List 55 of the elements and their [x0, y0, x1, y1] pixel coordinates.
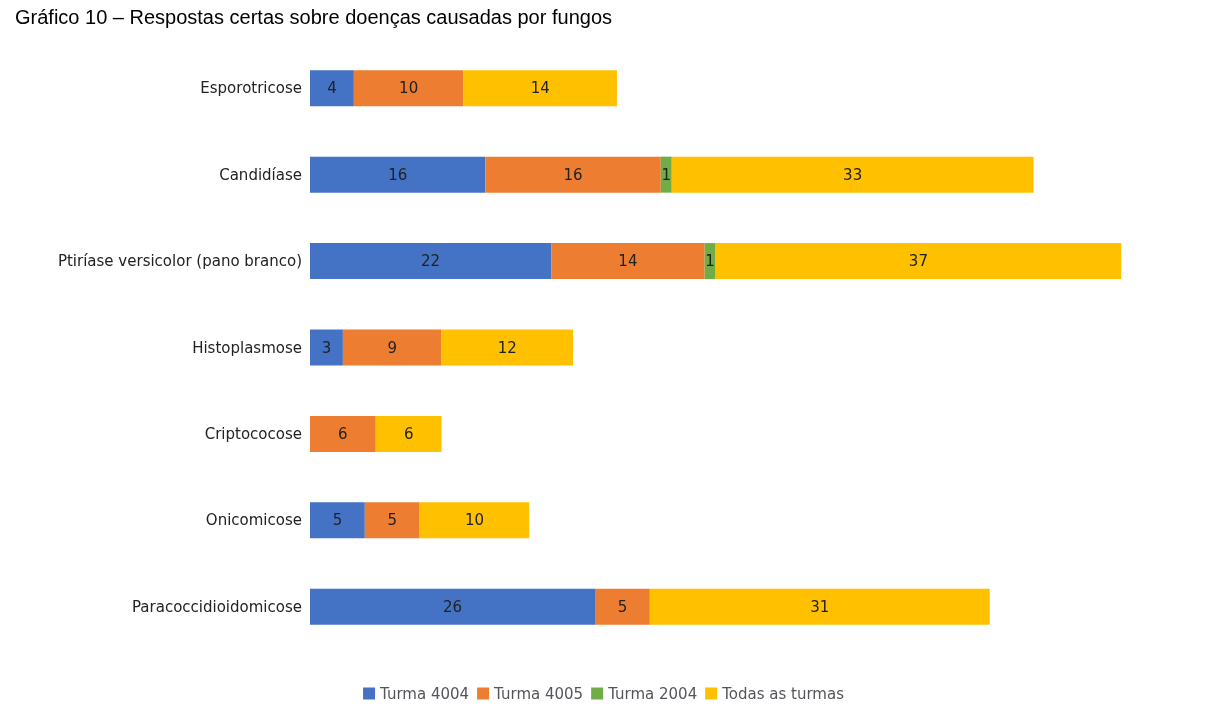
bar — [310, 502, 365, 539]
bar — [671, 156, 1034, 193]
data-label: 6 — [403, 424, 414, 443]
y-tick-label: Histoplasmose — [192, 338, 302, 357]
chart-title: Gráfico 10 – Respostas certas sobre doenças causadas por fungos — [15, 6, 613, 28]
bar — [310, 415, 376, 452]
data-label: 37 — [908, 252, 928, 271]
bar — [595, 588, 650, 625]
data-label: 6 — [338, 424, 348, 443]
data-label: 5 — [332, 511, 343, 530]
bar — [715, 243, 1122, 280]
data-label: 1 — [661, 165, 672, 184]
bar — [342, 329, 442, 366]
bar — [649, 588, 990, 625]
y-tick-label: Candidíase — [219, 165, 302, 184]
data-label: 10 — [464, 511, 484, 530]
bar — [463, 70, 617, 107]
data-label: 10 — [399, 79, 419, 98]
y-tick-label: Criptococose — [204, 424, 302, 443]
data-label: 9 — [387, 338, 397, 357]
bar — [353, 70, 464, 107]
data-label: 26 — [442, 597, 463, 616]
y-tick-label: Esporotricose — [200, 79, 302, 98]
data-label: 16 — [388, 165, 408, 184]
y-tick-label: Ptiríase versicolor (pano branco) — [57, 252, 302, 271]
data-label: 14 — [618, 252, 638, 271]
data-label: 22 — [421, 252, 441, 271]
data-label: 5 — [387, 511, 397, 530]
bar — [419, 502, 530, 539]
data-label: 1 — [705, 252, 715, 271]
data-label: 33 — [843, 165, 863, 184]
data-label: 5 — [617, 597, 628, 616]
legend-label: Turma 2004 — [607, 684, 698, 703]
bar — [310, 588, 596, 625]
data-label: 4 — [327, 79, 337, 98]
bar — [485, 156, 661, 193]
bar — [704, 243, 716, 280]
legend-label: Turma 4004 — [379, 684, 470, 703]
data-label: 31 — [810, 597, 830, 616]
data-label: 16 — [563, 165, 583, 184]
bar — [310, 156, 486, 193]
data-label: 12 — [497, 338, 517, 357]
bar — [310, 329, 343, 366]
bar — [310, 243, 552, 280]
legend-label: Todas as turmas — [721, 684, 845, 703]
data-label: 14 — [530, 79, 550, 98]
bar — [441, 329, 574, 366]
y-tick-label: Onicomicose — [205, 511, 302, 530]
bar — [375, 415, 442, 452]
legend-label: Turma 4005 — [493, 684, 584, 703]
data-label: 3 — [321, 338, 332, 357]
y-tick-label: Paracoccidioidomicose — [132, 597, 302, 616]
bar — [310, 70, 354, 107]
bar — [364, 502, 420, 539]
bar — [551, 243, 705, 280]
